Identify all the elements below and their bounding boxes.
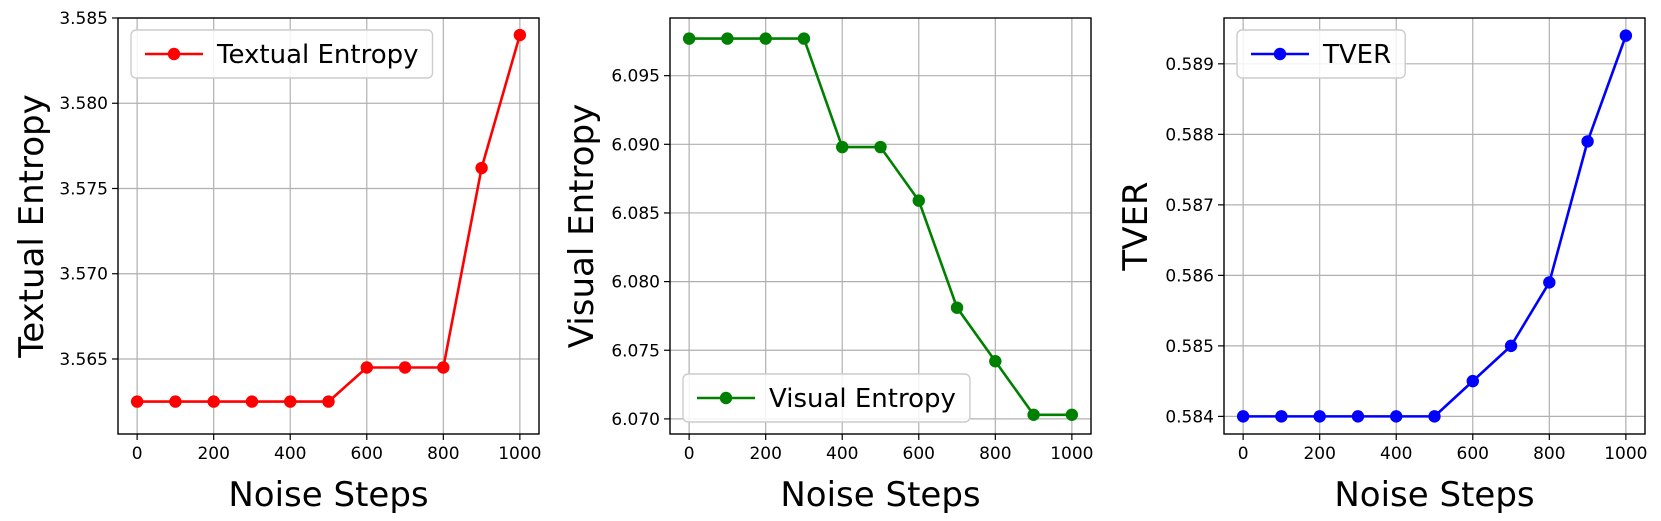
data-point bbox=[1428, 410, 1441, 423]
data-point bbox=[1581, 135, 1594, 148]
y-tick-label: 3.570 bbox=[59, 265, 108, 285]
legend: Visual Entropy bbox=[682, 373, 971, 423]
data-point bbox=[398, 361, 412, 374]
x-tick-label: 800 bbox=[979, 444, 1011, 464]
visual-entropy-panel: 0 200 400 600 800 1000 6.070 6.075 6.080 6.085 6.0… bbox=[562, 17, 1093, 515]
legend: Textual Entropy bbox=[130, 29, 434, 79]
data-point bbox=[169, 395, 182, 408]
data-point bbox=[1275, 410, 1288, 423]
data-point bbox=[1466, 374, 1479, 388]
x-tick-label: 200 bbox=[197, 444, 229, 464]
y-tick-label: 0.589 bbox=[1165, 55, 1214, 75]
data-point bbox=[874, 140, 887, 154]
y-tick-label: 0.588 bbox=[1165, 125, 1214, 145]
x-tick-label: 600 bbox=[1457, 444, 1489, 464]
x-axis-title: Noise Steps bbox=[228, 475, 428, 515]
y-tick-label: 6.070 bbox=[611, 410, 660, 430]
data-point bbox=[207, 395, 220, 408]
y-tick-label: 3.565 bbox=[59, 350, 108, 370]
data-point bbox=[1313, 410, 1326, 423]
tver-panel: 0 200 400 600 800 1000 0.584 0.585 0.586 0.587 0.5… bbox=[1116, 17, 1647, 515]
x-tick-label: 1000 bbox=[498, 444, 541, 464]
x-tick-label: 0 bbox=[1238, 444, 1249, 464]
textual-entropy-panel: 0 200 400 600 800 1000 3.565 3.570 3.575 3.580 3.5… bbox=[12, 9, 541, 515]
y-tick-label: 0.586 bbox=[1165, 266, 1214, 286]
x-tick-label: 1000 bbox=[1604, 444, 1647, 464]
x-tick-label: 200 bbox=[749, 444, 781, 464]
y-tick-label: 3.580 bbox=[59, 94, 108, 114]
x-tick-label: 600 bbox=[351, 444, 383, 464]
data-point bbox=[950, 301, 964, 314]
y-tick-label: 6.095 bbox=[611, 67, 660, 87]
legend-label: Visual Entropy bbox=[769, 384, 956, 414]
legend-label: Textual Entropy bbox=[216, 40, 419, 70]
data-point bbox=[437, 361, 450, 374]
y-axis-title: TVER bbox=[1116, 181, 1156, 271]
data-point bbox=[1390, 410, 1403, 423]
y-tick-label: 0.585 bbox=[1165, 337, 1214, 357]
data-point bbox=[682, 32, 696, 45]
axes-frame bbox=[1223, 17, 1646, 435]
x-axis-title: Noise Steps bbox=[780, 475, 980, 515]
y-tick-label: 6.090 bbox=[611, 135, 660, 155]
legend: TVER bbox=[1236, 29, 1406, 79]
x-tick-label: 800 bbox=[1533, 444, 1565, 464]
data-point bbox=[1065, 408, 1079, 421]
x-tick-label: 0 bbox=[684, 444, 695, 464]
data-point bbox=[1543, 276, 1556, 289]
y-tick-label: 0.584 bbox=[1165, 407, 1214, 427]
legend-box bbox=[682, 373, 971, 423]
y-tick-label: 6.085 bbox=[611, 204, 660, 224]
x-tick-label: 400 bbox=[274, 444, 306, 464]
data-point bbox=[989, 355, 1002, 368]
y-tick-label: 6.080 bbox=[611, 273, 660, 293]
y-tick-label: 3.585 bbox=[59, 9, 108, 29]
y-tick-label: 3.575 bbox=[59, 179, 108, 199]
data-point bbox=[284, 395, 297, 408]
x-tick-label: 400 bbox=[826, 444, 858, 464]
legend-label: TVER bbox=[1322, 40, 1391, 70]
y-axis-title: Visual Entropy bbox=[562, 104, 602, 348]
data-point bbox=[1351, 410, 1365, 423]
data-point bbox=[245, 395, 259, 408]
data-point bbox=[759, 32, 772, 45]
data-point bbox=[836, 140, 849, 154]
x-tick-label: 800 bbox=[427, 444, 459, 464]
x-tick-label: 200 bbox=[1303, 444, 1335, 464]
data-point bbox=[1504, 339, 1518, 353]
y-axis-title: Textual Entropy bbox=[12, 94, 52, 359]
series-line bbox=[137, 34, 522, 403]
data-point bbox=[360, 361, 373, 374]
series-line bbox=[689, 37, 1072, 417]
legend-marker-swatch bbox=[1273, 47, 1287, 61]
data-point bbox=[721, 32, 734, 45]
data-point bbox=[475, 161, 488, 175]
axes-frame bbox=[117, 17, 540, 435]
y-tick-label: 6.075 bbox=[611, 341, 660, 361]
data-point bbox=[1027, 408, 1040, 421]
data-point bbox=[912, 194, 925, 207]
y-tick-label: 0.587 bbox=[1165, 196, 1214, 216]
axes-frame bbox=[669, 17, 1092, 435]
data-point bbox=[1619, 29, 1633, 42]
data-point bbox=[322, 395, 335, 408]
legend-box bbox=[130, 29, 434, 79]
legend-marker-swatch bbox=[167, 47, 181, 61]
data-point bbox=[797, 32, 811, 45]
x-tick-label: 400 bbox=[1380, 444, 1412, 464]
data-point bbox=[130, 395, 144, 408]
series-line bbox=[1243, 35, 1628, 418]
data-point bbox=[1236, 410, 1250, 423]
legend-box bbox=[1236, 29, 1406, 79]
legend-marker-swatch bbox=[719, 391, 733, 405]
x-axis-title: Noise Steps bbox=[1334, 475, 1534, 515]
data-point bbox=[513, 28, 527, 42]
x-tick-label: 600 bbox=[903, 444, 935, 464]
x-tick-label: 0 bbox=[132, 444, 143, 464]
x-tick-label: 1000 bbox=[1050, 444, 1093, 464]
